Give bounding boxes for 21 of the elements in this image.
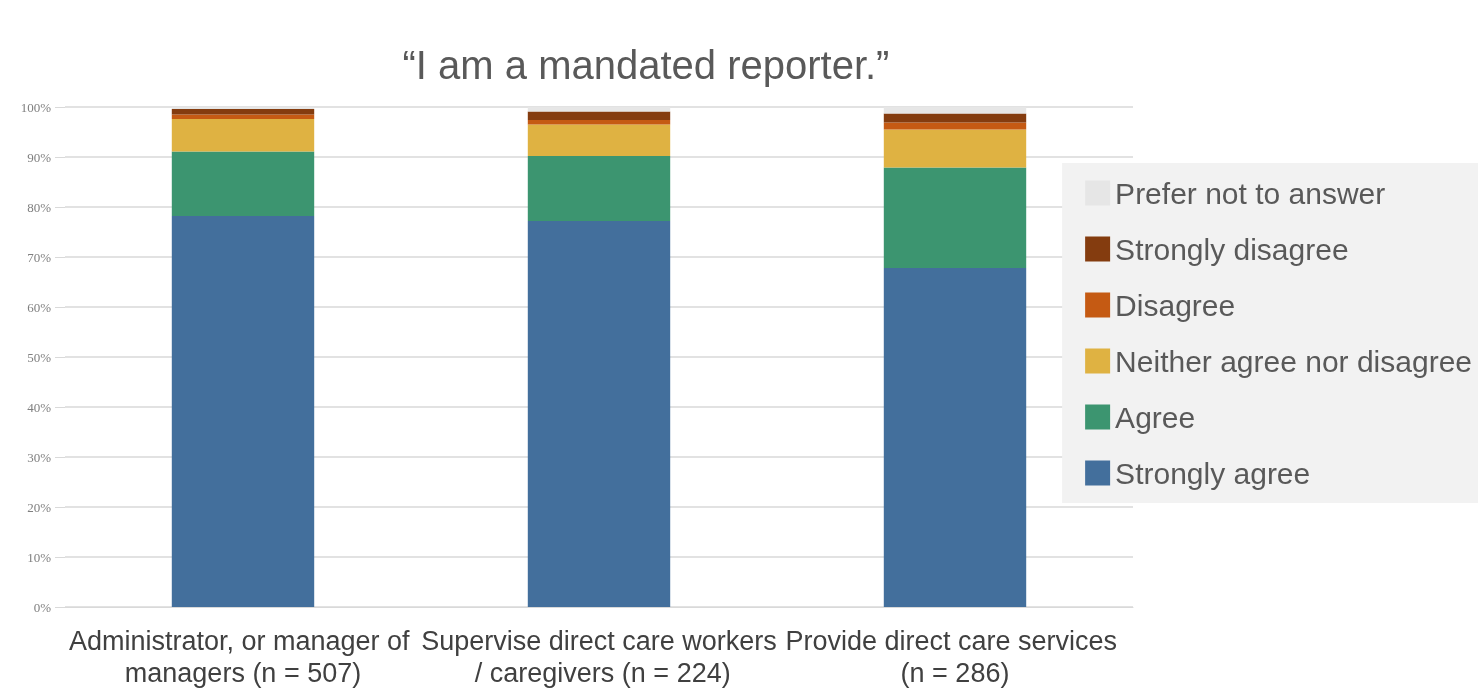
y-tick-label: 0% [33, 599, 52, 615]
legend-label: Strongly disagree [1115, 232, 1349, 266]
legend-label: Strongly agree [1115, 456, 1311, 490]
legend-label: Prefer not to answer [1115, 176, 1386, 210]
x-tick-label: Provide direct care services (n = 286) [785, 626, 1125, 688]
x-tick-label: Supervise direct care workers / caregivers (n = 224) [421, 626, 777, 688]
y-tick-label: 80% [27, 199, 52, 215]
y-tick-label: 60% [27, 299, 52, 315]
legend-label: Disagree [1115, 288, 1236, 322]
x-tick-label: Administrator, or manager of managers (n = 507) [68, 626, 418, 688]
y-tick-label: 50% [27, 349, 52, 365]
y-tick-label: 20% [27, 499, 52, 515]
y-tick-label: 40% [27, 399, 52, 415]
legend-label: Neither agree nor disagree [1115, 344, 1473, 378]
y-tick-label: 10% [27, 549, 52, 565]
y-tick-label: 100% [20, 99, 52, 115]
legend-label: Agree [1115, 400, 1196, 434]
y-tick-label: 30% [27, 449, 52, 465]
y-tick-label: 90% [27, 149, 52, 165]
y-tick-label: 70% [27, 249, 52, 265]
chart-title: “I am a mandated reporter.” [402, 43, 890, 87]
